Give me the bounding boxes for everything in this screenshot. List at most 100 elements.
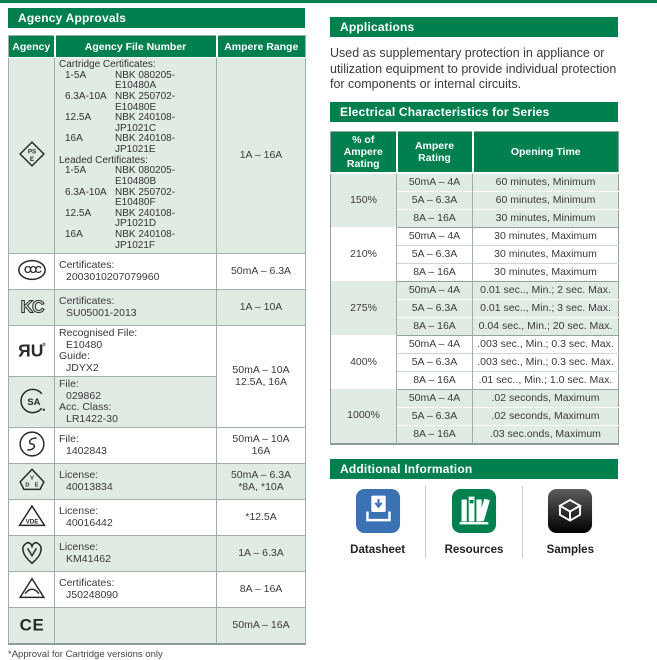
ccc-mark-icon: CCC bbox=[16, 255, 48, 285]
agency-table-row: KC Certificates: SU05001-2013 1A – 10A bbox=[8, 289, 306, 326]
agency-file-number-cell: License: KM41462 bbox=[54, 535, 217, 572]
electrical-table-row: 5A – 6.3A 0.01 sec.., Min.; 3 sec. Max. bbox=[330, 298, 619, 317]
svg-text:D: D bbox=[25, 482, 29, 488]
agency-mark-cell bbox=[8, 535, 55, 572]
vde-triangle-mark-icon: VDE bbox=[16, 501, 48, 531]
opening-time-cell: 30 minutes, Maximum bbox=[472, 244, 619, 263]
electrical-table-row: 5A – 6.3A 30 minutes, Maximum bbox=[330, 244, 619, 263]
ampere-range-cell: 50mA – 10A 12.5A, 16A bbox=[216, 325, 306, 428]
semko-s-mark-icon bbox=[16, 429, 48, 459]
opening-time-cell: 30 minutes, Maximum bbox=[472, 226, 619, 245]
additional-link-samples[interactable]: Samples bbox=[521, 485, 618, 558]
agency-file-number-cell: File: 1402843 bbox=[54, 427, 217, 464]
ampere-rating-cell: 50mA – 4A bbox=[396, 388, 473, 407]
percent-rating-cell: 400% bbox=[350, 355, 377, 368]
agency-table-header-row: Agency Agency File Number Ampere Range bbox=[8, 35, 306, 58]
agency-table-row: PS E Cartridge Certificates: 1-5A NBK 080205… bbox=[8, 56, 306, 254]
electrical-characteristics-header: Electrical Characteristics for Series bbox=[330, 101, 618, 122]
svg-text:V: V bbox=[30, 475, 34, 481]
ampere-rating-cell: 5A – 6.3A bbox=[396, 352, 473, 371]
svg-text:SA: SA bbox=[27, 396, 40, 406]
ampere-rating-cell: 5A – 6.3A bbox=[396, 406, 473, 425]
agency-mark-cell: VDE bbox=[8, 499, 55, 536]
opening-time-cell: 0.01 sec.., Min.; 2 sec. Max. bbox=[472, 280, 619, 299]
agency-file-number-cell: License: 40016442 bbox=[54, 499, 217, 536]
additional-link-label: Samples bbox=[546, 543, 594, 556]
opening-time-cell: .02 seconds, Maximum bbox=[472, 406, 619, 425]
pse-mark-icon: PS E bbox=[16, 139, 48, 169]
ampere-rating-cell: 8A – 16A bbox=[396, 370, 473, 389]
col-header-ampere-range: Ampere Range bbox=[216, 35, 306, 58]
ampere-range-cell: 1A – 16A bbox=[216, 56, 306, 254]
ampere-rating-cell: 8A – 16A bbox=[396, 208, 473, 227]
additional-link-resources[interactable]: Resources bbox=[425, 485, 521, 558]
ampere-rating-cell: 8A – 16A bbox=[396, 424, 473, 444]
ampere-rating-cell: 5A – 6.3A bbox=[396, 244, 473, 263]
agency-table-row: Certificates: J50248090 8A – 16A bbox=[8, 571, 306, 608]
opening-time-cell: 60 minutes, Minimum bbox=[472, 172, 619, 191]
agency-table-row: ЯU ® Recognised File: E10480 Guide: JDYX2 50mA… bbox=[8, 325, 306, 428]
csa-mark-icon: SA bbox=[16, 386, 48, 416]
agency-mark-cell: KC bbox=[8, 289, 55, 326]
ampere-range-cell: 50mA – 6.3A bbox=[216, 253, 306, 290]
resources-icon[interactable] bbox=[451, 488, 497, 539]
electrical-table-row: 5A – 6.3A .02 seconds, Maximum bbox=[330, 406, 619, 425]
agency-table-row: File: 1402843 50mA – 10A 16A bbox=[8, 427, 306, 464]
svg-text:®: ® bbox=[42, 341, 46, 348]
agency-approvals-header: Agency Approvals bbox=[8, 8, 305, 28]
agency-mark-cell: CCC bbox=[8, 253, 55, 290]
agency-approvals-table: Agency Agency File Number Ampere Range P… bbox=[8, 35, 306, 646]
ampere-range-cell: *12.5A bbox=[216, 499, 306, 536]
electrical-table-row: 5A – 6.3A 60 minutes, Minimum bbox=[330, 190, 619, 209]
electrical-table-row: 275% 50mA – 4A 0.01 sec.., Min.; 2 sec. Ma… bbox=[330, 280, 619, 314]
electrical-table-row: 8A – 16A 30 minutes, Maximum bbox=[330, 262, 619, 281]
applications-text: Used as supplementary protection in appl… bbox=[330, 46, 617, 91]
agency-mark-cell: PS E bbox=[8, 56, 55, 254]
samples-icon[interactable] bbox=[547, 488, 593, 539]
electrical-table-row: 210% 50mA – 4A 30 minutes, Maximum bbox=[330, 226, 619, 260]
kema-keur-mark-icon bbox=[16, 537, 48, 567]
opening-time-cell: 60 minutes, Minimum bbox=[472, 190, 619, 209]
agency-mark-cell bbox=[8, 571, 55, 608]
ampere-range-cell: 50mA – 6.3A *8A, *10A bbox=[216, 463, 306, 500]
opening-time-cell: .003 sec., Min.; 0.3 sec. Max. bbox=[472, 352, 619, 371]
svg-text:ЯU: ЯU bbox=[18, 340, 43, 360]
additional-link-datasheet[interactable]: Datasheet bbox=[330, 486, 425, 558]
electrical-table-row: 8A – 16A 30 minutes, Minimum bbox=[330, 208, 619, 227]
ampere-range-cell: 50mA – 10A 16A bbox=[216, 427, 306, 464]
opening-time-cell: .02 seconds, Maximum bbox=[472, 388, 619, 407]
ampere-range-cell: 1A – 10A bbox=[216, 289, 306, 326]
ampere-rating-cell: 8A – 16A bbox=[396, 262, 473, 281]
agency-mark-cell: CE bbox=[8, 607, 55, 645]
agency-table-row: CCC Certificates: 2003010207079960 50mA – 6… bbox=[8, 253, 306, 290]
ampere-rating-cell: 50mA – 4A bbox=[396, 226, 473, 245]
ce-mark-icon: CE bbox=[16, 609, 48, 639]
additional-links: Datasheet Resources Samples bbox=[330, 485, 618, 558]
ampere-rating-cell: 50mA – 4A bbox=[396, 280, 473, 299]
datasheet-icon[interactable] bbox=[355, 488, 401, 539]
ampere-rating-cell: 8A – 16A bbox=[396, 316, 473, 335]
percent-rating-cell: 275% bbox=[350, 301, 377, 314]
agency-file-number-cell: Cartridge Certificates: 1-5A NBK 080205-E1… bbox=[54, 56, 217, 254]
agency-file-number-cell: Certificates: J50248090 bbox=[54, 571, 217, 608]
agency-file-number-cell: Certificates: SU05001-2013 bbox=[54, 289, 217, 326]
agency-mark-cell: ЯU ® bbox=[8, 325, 55, 377]
demko-triangle-mark-icon bbox=[16, 573, 48, 603]
agency-file-number-cell: Recognised File: E10480 Guide: JDYX2 bbox=[54, 325, 217, 377]
additional-link-label: Resources bbox=[444, 543, 504, 556]
svg-text:CCC: CCC bbox=[23, 265, 41, 276]
agency-file-number-cell: File: 029862 Acc. Class: LR1422-30 bbox=[54, 376, 217, 428]
kc-mark-icon: KC bbox=[16, 291, 48, 321]
additional-link-label: Datasheet bbox=[350, 543, 406, 556]
top-rule bbox=[0, 0, 657, 3]
cartridge-footnote: *Approval for Cartridge versions only bbox=[8, 649, 163, 660]
agency-mark-cell: SA bbox=[8, 376, 55, 428]
agency-mark-cell bbox=[8, 427, 55, 464]
opening-time-cell: .003 sec., Min.; 0.3 sec. Max. bbox=[472, 334, 619, 353]
opening-time-cell: 0.01 sec.., Min.; 3 sec. Max. bbox=[472, 298, 619, 317]
ampere-rating-cell: 5A – 6.3A bbox=[396, 298, 473, 317]
agency-table-row: VDE License: 40016442 *12.5A bbox=[8, 499, 306, 536]
electrical-characteristics-table: % of Ampere Rating Ampere Rating Opening… bbox=[330, 130, 619, 445]
